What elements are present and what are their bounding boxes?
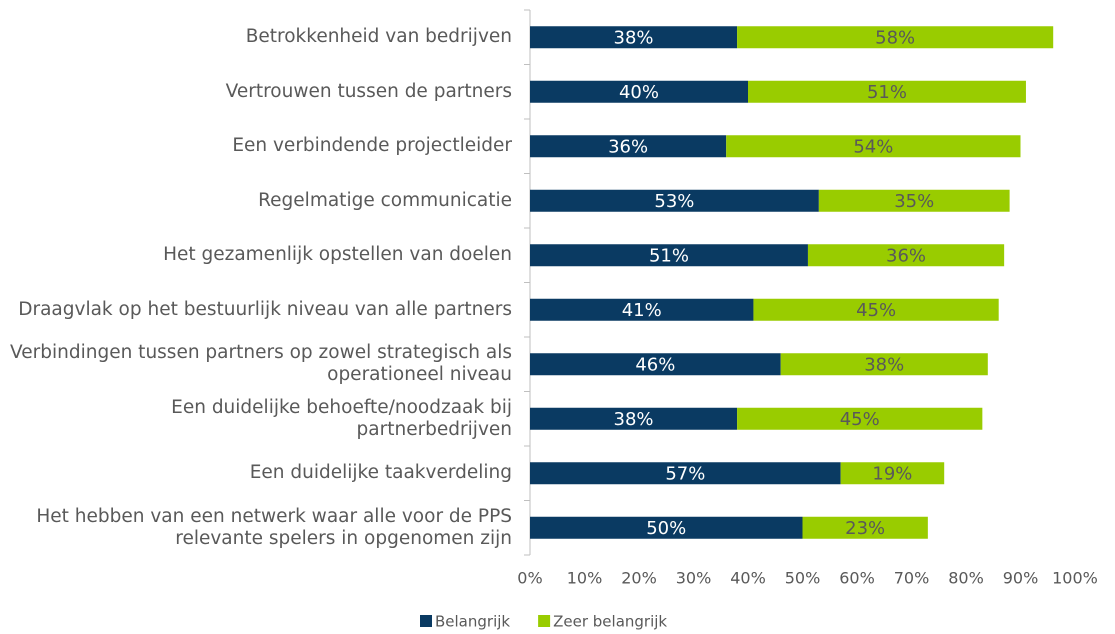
bar <box>807 244 1005 267</box>
category-label: Een duidelijke behoefte/noodzaak bij par… <box>171 396 512 440</box>
data-label: 53% <box>654 191 694 212</box>
data-label: 41% <box>622 300 662 321</box>
data-label: 36% <box>608 136 648 157</box>
data-label: 45% <box>856 300 896 321</box>
x-tick-label: 80% <box>948 569 984 588</box>
category-label: Verbindingen tussen partners op zowel st… <box>10 342 512 386</box>
data-label: 40% <box>619 82 659 103</box>
bar <box>753 298 999 321</box>
x-tick-label: 10% <box>567 569 603 588</box>
category-label: Vertrouwen tussen de partners <box>225 80 512 102</box>
legend-label: Belangrijk <box>435 613 510 631</box>
bar <box>530 516 803 539</box>
category-label: Een verbindende projectleider <box>232 135 512 157</box>
category-label: Regelmatige communicatie <box>258 189 512 211</box>
data-label: 51% <box>867 82 907 103</box>
data-label: 46% <box>635 354 675 375</box>
bar <box>737 26 1054 49</box>
data-label: 45% <box>840 409 880 430</box>
x-tick-label: 40% <box>730 569 766 588</box>
data-label: 57% <box>665 463 705 484</box>
x-tick-label: 30% <box>676 569 712 588</box>
x-tick-label: 90% <box>1003 569 1039 588</box>
x-tick-label: 0% <box>517 569 542 588</box>
bar <box>840 462 945 485</box>
x-tick-label: 60% <box>839 569 875 588</box>
legend-swatch <box>420 615 432 627</box>
bar <box>530 244 808 267</box>
data-label: 38% <box>614 409 654 430</box>
bar <box>748 80 1026 103</box>
category-label: Het hebben van een netwerk waar alle voo… <box>36 505 512 549</box>
bar <box>530 407 738 430</box>
x-tick-label: 70% <box>894 569 930 588</box>
data-label: 38% <box>864 354 904 375</box>
category-label: Een duidelijke taakverdeling <box>249 462 512 484</box>
bar <box>530 462 841 485</box>
data-label: 36% <box>886 245 926 266</box>
bar <box>726 135 1021 158</box>
data-label: 54% <box>853 136 893 157</box>
legend-label: Zeer belangrijk <box>553 613 667 631</box>
bar <box>530 353 781 376</box>
bar <box>530 189 819 212</box>
bar <box>802 516 928 539</box>
x-tick-label: 50% <box>785 569 821 588</box>
category-label: Betrokkenheid van bedrijven <box>245 26 512 48</box>
x-tick-label: 20% <box>621 569 657 588</box>
data-label: 58% <box>875 27 915 48</box>
bar <box>530 80 748 103</box>
bar <box>530 135 727 158</box>
legend-swatch <box>538 615 551 627</box>
data-label: 51% <box>649 245 689 266</box>
bar <box>530 298 754 321</box>
data-label: 38% <box>614 27 654 48</box>
x-tick-label: 100% <box>1052 569 1098 588</box>
bar <box>818 189 1010 212</box>
bar <box>530 26 738 49</box>
data-label: 50% <box>646 518 686 539</box>
data-label: 19% <box>872 463 912 484</box>
bar <box>780 353 988 376</box>
bar <box>737 407 983 430</box>
category-label: Het gezamenlijk opstellen van doelen <box>163 244 512 266</box>
data-label: 23% <box>845 518 885 539</box>
data-label: 35% <box>894 191 934 212</box>
category-label: Draagvlak op het bestuurlijk niveau van … <box>18 298 512 320</box>
